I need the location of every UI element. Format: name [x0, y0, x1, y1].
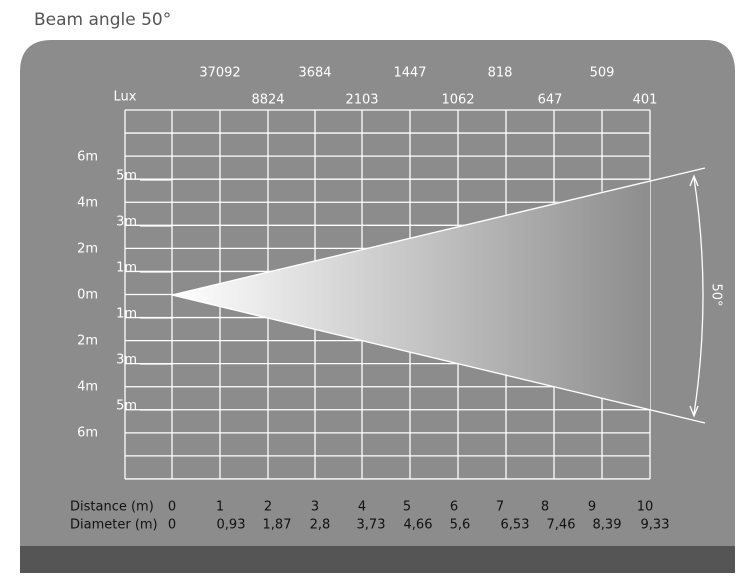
diameter-value: 6,53 — [501, 518, 530, 533]
diameter-value: 0 — [168, 518, 176, 533]
angle-arc — [693, 177, 704, 415]
distance-value: 8 — [541, 500, 549, 515]
arc-arrow — [689, 174, 699, 418]
lux-value: 3684 — [298, 66, 331, 81]
lux-value: 1062 — [441, 93, 474, 108]
diameter-value: 2,8 — [310, 518, 331, 533]
inner-scale-label: 1m — [116, 307, 137, 322]
diameter-value: 0,93 — [217, 518, 246, 533]
lux-value: 37092 — [199, 66, 240, 81]
distance-value: 2 — [264, 500, 272, 515]
distance-value: 4 — [358, 500, 366, 515]
inner-scale-label: 5m — [116, 169, 137, 184]
distance-value: 10 — [637, 500, 654, 515]
inner-scale-label: 3m — [116, 215, 137, 230]
diameter-value: 7,46 — [547, 518, 576, 533]
diameter-value: 4,66 — [404, 518, 433, 533]
beam-angle-label: 50° — [709, 283, 724, 306]
outer-scale-label: 6m — [77, 150, 98, 165]
lux-value: 1447 — [393, 66, 426, 81]
lux-value: 509 — [590, 66, 615, 81]
lux-value: 401 — [633, 93, 658, 108]
outer-scale-label: 4m — [77, 196, 98, 211]
lux-value: 8824 — [251, 93, 284, 108]
inner-scale-label: 1m — [116, 261, 137, 276]
lux-label: Lux — [114, 90, 137, 105]
diameter-value: 9,33 — [641, 518, 670, 533]
distance-value: 1 — [216, 500, 224, 515]
beam-edge — [171, 294, 706, 424]
footer-band — [20, 546, 735, 573]
distance-value: 5 — [403, 500, 411, 515]
lux-value: 647 — [538, 93, 563, 108]
outer-scale-label: 2m — [77, 242, 98, 257]
diameter-value: 5,6 — [450, 518, 471, 533]
diameter-value: 1,87 — [263, 518, 292, 533]
outer-scale-label: 0m — [77, 288, 98, 303]
outer-scale-label: 6m — [77, 426, 98, 441]
beam-cone — [172, 180, 650, 410]
inner-scale-label: 3m — [116, 353, 137, 368]
distance-value: 0 — [168, 500, 176, 515]
diameter-value: 3,73 — [357, 518, 386, 533]
outer-scale-label: 2m — [77, 334, 98, 349]
outer-scale-label: 4m — [77, 380, 98, 395]
distance-value: 7 — [496, 500, 504, 515]
diameter-value: 8,39 — [593, 518, 622, 533]
distance-value: 6 — [450, 500, 458, 515]
lux-value: 818 — [488, 66, 513, 81]
diameter-label: Diameter (m) — [70, 518, 158, 533]
lux-value: 2103 — [345, 93, 378, 108]
inner-scale-label: 5m — [116, 399, 137, 414]
distance-value: 9 — [588, 500, 596, 515]
distance-value: 3 — [311, 500, 319, 515]
distance-label: Distance (m) — [70, 500, 154, 515]
title: Beam angle 50° — [34, 10, 171, 30]
beam-edge — [171, 167, 706, 296]
